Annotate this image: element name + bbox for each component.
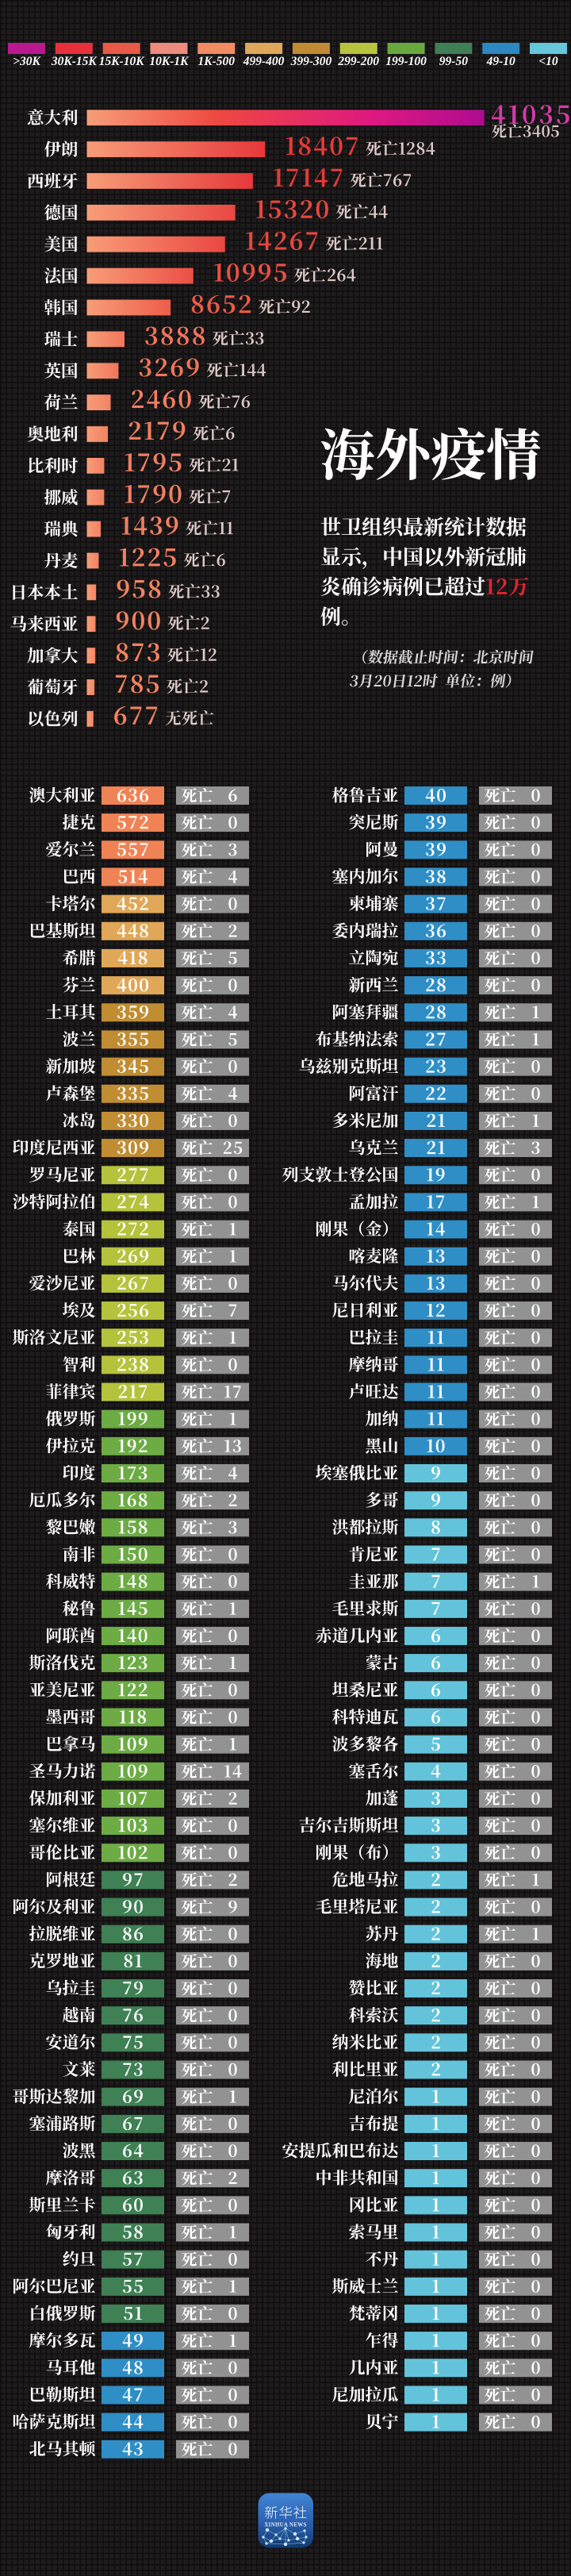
svg-text:>30K: >30K xyxy=(13,55,41,68)
svg-text:15K-10K: 15K-10K xyxy=(99,55,146,68)
svg-text:499-400: 499-400 xyxy=(243,55,285,68)
svg-text:10K-1K: 10K-1K xyxy=(149,55,190,68)
svg-text:399-300: 399-300 xyxy=(290,55,332,68)
svg-text:1K-500: 1K-500 xyxy=(198,55,236,68)
svg-text:49-10: 49-10 xyxy=(486,55,515,68)
svg-text:XINHUA NEWS: XINHUA NEWS xyxy=(264,2523,306,2528)
svg-text:30K-15K: 30K-15K xyxy=(51,55,98,68)
svg-text:99-50: 99-50 xyxy=(439,55,468,68)
svg-text:<10: <10 xyxy=(538,55,558,68)
svg-text:199-100: 199-100 xyxy=(385,55,427,68)
svg-text:299-200: 299-200 xyxy=(337,55,379,68)
